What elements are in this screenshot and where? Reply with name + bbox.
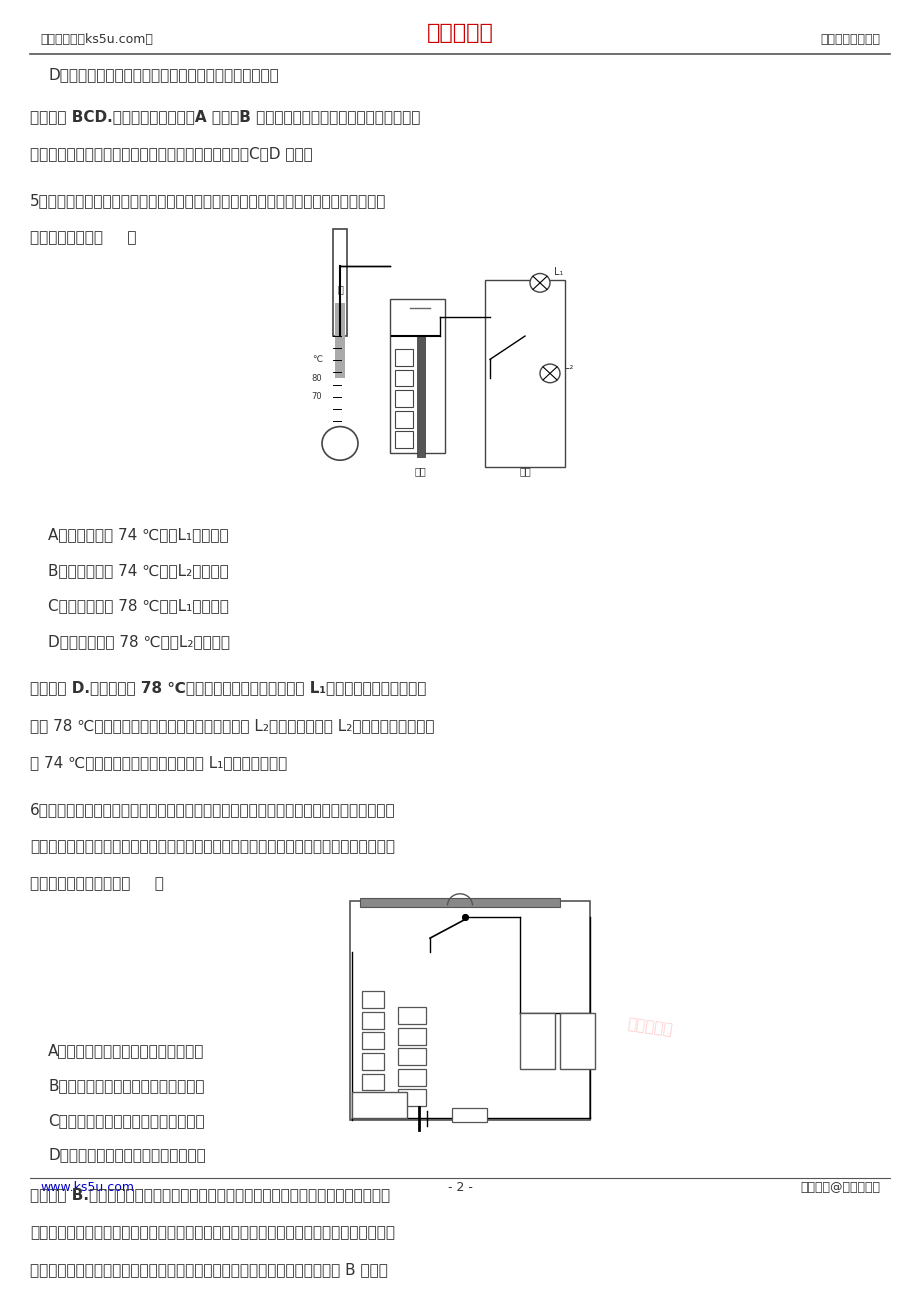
- Text: D．温度升高至 78 ℃时，L₂亮灯报警: D．温度升高至 78 ℃时，L₂亮灯报警: [48, 634, 230, 648]
- Bar: [361, 1012, 383, 1029]
- Text: 高考资源网（ks5u.com）: 高考资源网（ks5u.com）: [40, 33, 153, 46]
- Text: D．半导体热敏电阻、绿灯泡、小电铃: D．半导体热敏电阻、绿灯泡、小电铃: [48, 1147, 206, 1163]
- Text: 中的甲、乙、丙分别是（     ）: 中的甲、乙、丙分别是（ ）: [30, 876, 164, 892]
- Text: 5．如图所示为一种温度自动报警器的原理图，在水银温度计的顶端封入一段金属丝，以: 5．如图所示为一种温度自动报警器的原理图，在水银温度计的顶端封入一段金属丝，以: [30, 193, 386, 208]
- Text: D．晶闸管在未加触发电压时，对正向电压处于断开状态: D．晶闸管在未加触发电压时，对正向电压处于断开状态: [48, 68, 278, 82]
- Text: 高考资源网: 高考资源网: [426, 22, 493, 43]
- Bar: [451, 1108, 486, 1122]
- Text: ℃: ℃: [312, 355, 322, 363]
- Bar: [361, 991, 383, 1008]
- Bar: [398, 1069, 425, 1086]
- Text: 电源: 电源: [518, 466, 530, 477]
- Bar: [484, 280, 564, 466]
- Bar: [390, 298, 445, 453]
- Bar: [560, 1013, 595, 1069]
- Text: 金: 金: [336, 284, 343, 294]
- Text: 70: 70: [312, 392, 322, 401]
- Circle shape: [529, 273, 550, 292]
- Text: 闸管在未加触发电压时，对正向电压也处于断开状态，C、D 正确．: 闸管在未加触发电压时，对正向电压也处于断开状态，C、D 正确．: [30, 147, 312, 161]
- Bar: [394, 370, 413, 387]
- Text: 6．如图为用电源、电磁继电器、滑动变阻器、绿灯泡、小电铃、半导体热敏电阻、开关、: 6．如图为用电源、电磁继电器、滑动变阻器、绿灯泡、小电铃、半导体热敏电阻、开关、: [30, 802, 395, 816]
- Bar: [359, 898, 560, 907]
- Text: 高考资源网: 高考资源网: [626, 1017, 673, 1038]
- Text: 即乙是小电铃；平常时，温度低，电阻大，电流小，丙导通，应是绿灯泡，即 B 正确．: 即乙是小电铃；平常时，温度低，电阻大，电流小，丙导通，应是绿灯泡，即 B 正确．: [30, 1262, 388, 1277]
- Text: B．半导体热敏电阻、小电铃、绿灯泡: B．半导体热敏电阻、小电铃、绿灯泡: [48, 1078, 204, 1094]
- Bar: [352, 1092, 406, 1118]
- Text: C．温度升高至 78 ℃时，L₁亮灯报警: C．温度升高至 78 ℃时，L₁亮灯报警: [48, 599, 229, 613]
- Text: 热敏电阻的特点是温度高，电阻小，电流大，继电器工作，触头被吸下，乙被接通应报警，: 热敏电阻的特点是温度高，电阻小，电流大，继电器工作，触头被吸下，乙被接通应报警，: [30, 1225, 394, 1240]
- Text: A．小电铃、半导体热敏电阻、绿灯泡: A．小电铃、半导体热敏电阻、绿灯泡: [48, 1044, 204, 1059]
- Bar: [398, 1048, 425, 1065]
- Bar: [394, 410, 413, 427]
- Text: 高到 78 ℃时，线圈中有电流，磁铁吸引衔铁，灯 L₂被接通，所以灯 L₂亮且报警；温度升高: 高到 78 ℃时，线圈中有电流，磁铁吸引衔铁，灯 L₂被接通，所以灯 L₂亮且报…: [30, 717, 434, 733]
- Bar: [335, 303, 345, 378]
- Bar: [333, 229, 346, 336]
- Text: 至 74 ℃时，线圈中没有电流，只是灯 L₁亮，不会报警．: 至 74 ℃时，线圈中没有电流，只是灯 L₁亮，不会报警．: [30, 755, 287, 771]
- Bar: [394, 349, 413, 366]
- Text: 甲: 甲: [375, 1099, 383, 1112]
- Bar: [519, 1013, 554, 1069]
- Text: - 2 -: - 2 -: [447, 1181, 472, 1194]
- Bar: [416, 336, 425, 457]
- Text: 版权所有@高考资源网: 版权所有@高考资源网: [800, 1181, 879, 1194]
- Text: 您身边的高考专家: 您身边的高考专家: [819, 33, 879, 46]
- Bar: [361, 1094, 383, 1111]
- Text: 导线等组成的一个高温报警器电路图，要求是：正常情况绿灯亮，有险情时电铃报警，则图: 导线等组成的一个高温报警器电路图，要求是：正常情况绿灯亮，有险情时电铃报警，则图: [30, 840, 394, 854]
- Text: 丝: 丝: [336, 322, 343, 332]
- Text: www.ks5u.com: www.ks5u.com: [40, 1181, 134, 1194]
- Bar: [398, 1027, 425, 1044]
- Text: C．绿灯泡、小电铃、半导体热敏电阻: C．绿灯泡、小电铃、半导体热敏电阻: [48, 1113, 204, 1128]
- Bar: [361, 1074, 383, 1090]
- Text: 电源: 电源: [414, 466, 425, 477]
- Bar: [394, 431, 413, 448]
- Bar: [361, 1032, 383, 1049]
- Text: B．温度升高至 74 ℃时，L₂亮灯报警: B．温度升高至 74 ℃时，L₂亮灯报警: [48, 562, 229, 578]
- Bar: [398, 1008, 425, 1025]
- Text: 解析：选 BCD.由光敏电阻特性知，A 错误，B 正确；晶闸管与一般二极管的区别在于晶: 解析：选 BCD.由光敏电阻特性知，A 错误，B 正确；晶闸管与一般二极管的区别…: [30, 109, 420, 124]
- Text: A．温度升高至 74 ℃时，L₁亮灯报警: A．温度升高至 74 ℃时，L₁亮灯报警: [48, 527, 229, 543]
- Text: 解析：选 D.当温度低于 78 ℃时，线圈中没有电流，此时灯 L₁亮，但不报警，当温度升: 解析：选 D.当温度低于 78 ℃时，线圈中没有电流，此时灯 L₁亮，但不报警，…: [30, 681, 425, 695]
- Circle shape: [539, 365, 560, 383]
- Text: 丙: 丙: [573, 1034, 581, 1047]
- Bar: [349, 901, 589, 1120]
- Bar: [398, 1090, 425, 1107]
- Text: 下说法正确的是（     ）: 下说法正确的是（ ）: [30, 230, 136, 246]
- Text: 解析：选 B.控制电路含电磁继电器，甲的回路为控制电路，甲当然是半导体热敏电阻；: 解析：选 B.控制电路含电磁继电器，甲的回路为控制电路，甲当然是半导体热敏电阻；: [30, 1187, 390, 1202]
- Text: 乙: 乙: [533, 1034, 540, 1047]
- Text: L₂: L₂: [563, 361, 573, 371]
- Text: 80: 80: [312, 374, 322, 383]
- Circle shape: [322, 427, 357, 460]
- Text: L₁: L₁: [553, 267, 562, 276]
- Text: 属: 属: [336, 303, 343, 312]
- Bar: [394, 391, 413, 408]
- Bar: [361, 1053, 383, 1070]
